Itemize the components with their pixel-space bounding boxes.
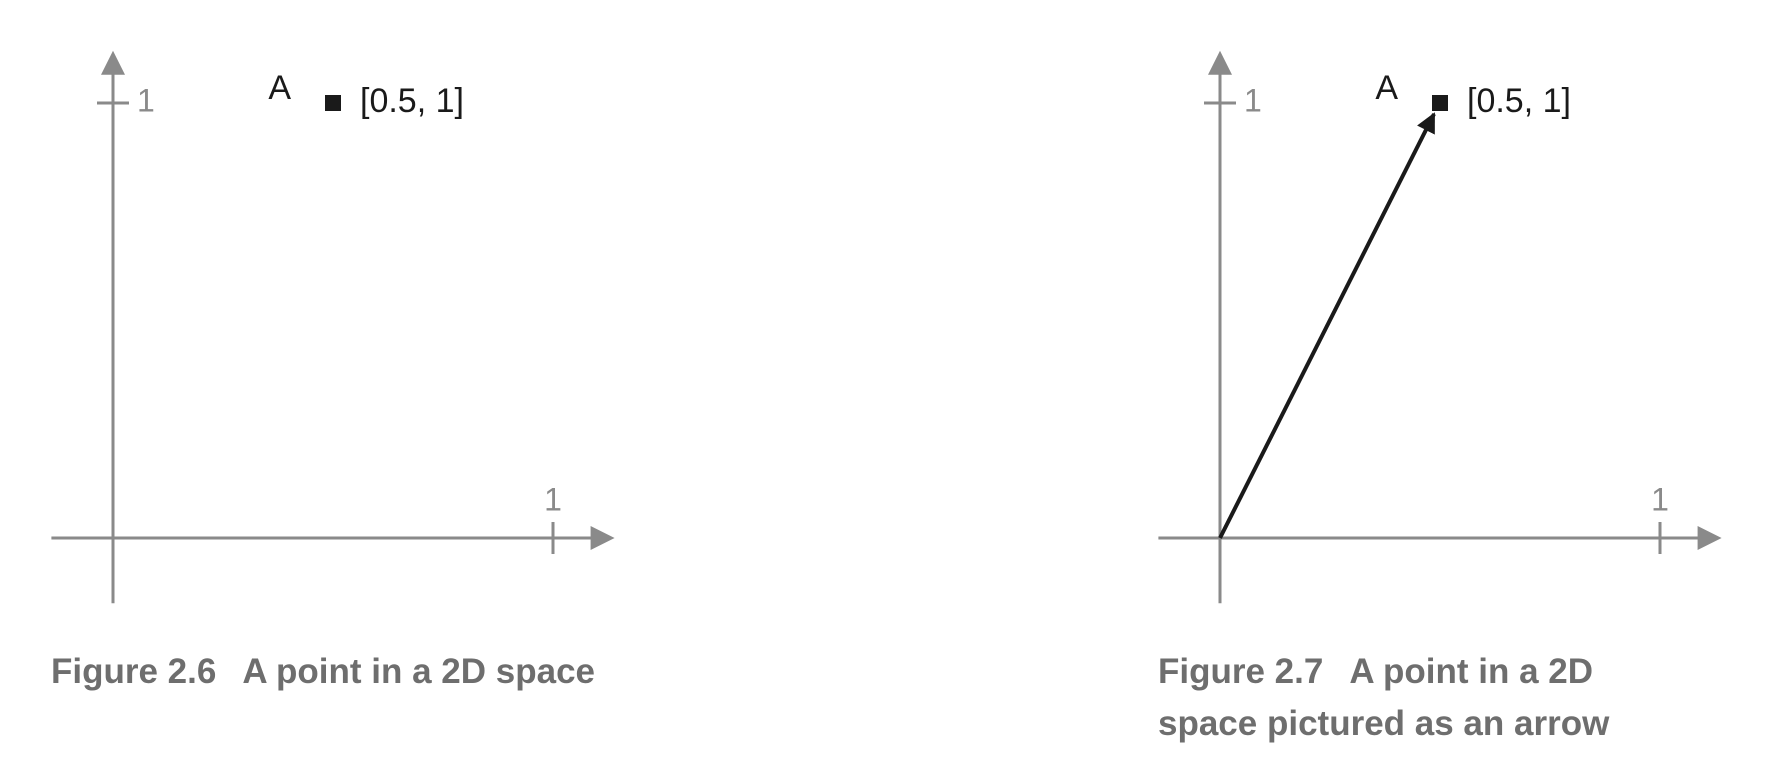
point-label: A (268, 69, 291, 107)
x-tick-label: 1 (544, 481, 562, 517)
y-axis-arrow (1208, 50, 1232, 75)
caption: Figure 2.7 A point in a 2D space pictured… (1158, 646, 1698, 750)
point (1432, 95, 1448, 111)
y-axis-arrow (101, 50, 125, 75)
figure-number: Figure 2.7 (1158, 652, 1324, 691)
vector-arrow (1218, 112, 1436, 539)
x-tick-label: 1 (1651, 481, 1669, 517)
y-tick-label: 1 (137, 82, 155, 118)
caption-text: A point in a 2D space (242, 652, 595, 691)
x-axis-arrow (590, 526, 615, 550)
point (325, 95, 341, 111)
x-axis-arrow (1697, 526, 1722, 550)
point-label: A (1375, 69, 1398, 107)
y-tick-label: 1 (1244, 82, 1262, 118)
figure-number: Figure 2.6 (51, 652, 217, 691)
caption-text: A point in a 2D space pictured as an arr… (1158, 652, 1610, 743)
value-label: [0.5, 1] (360, 82, 464, 120)
value-label: [0.5, 1] (1467, 82, 1571, 120)
caption: Figure 2.6 A point in a 2D space (51, 646, 751, 698)
